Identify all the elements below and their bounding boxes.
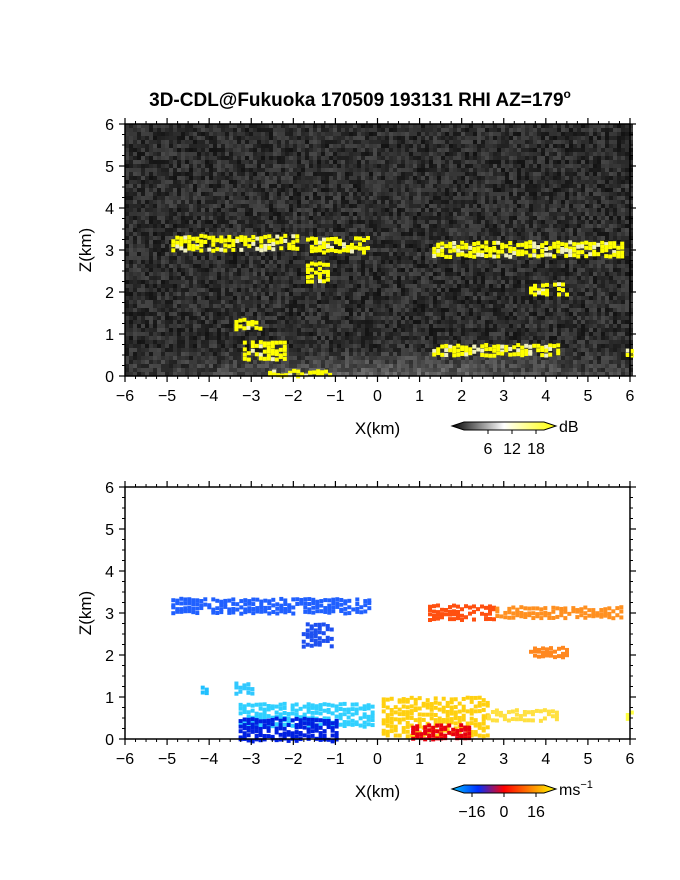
panel-1-xtick-label: −6 [116, 388, 134, 405]
echo-feature-2 [301, 622, 334, 649]
colorbar-unit: dB [559, 419, 579, 436]
panel-1-ytick-label: 0 [105, 369, 114, 386]
panel-2-ytick-label: 0 [105, 732, 114, 749]
panel-2-xtick-label: 5 [583, 751, 592, 768]
panel-2-xtick-label: 6 [626, 751, 635, 768]
panel-2-xtick-label: −3 [242, 751, 260, 768]
panel-2-ytick-label: 1 [105, 690, 114, 707]
echo-feature-4 [432, 240, 625, 260]
echo-feature-11 [486, 708, 559, 723]
panel-1-xtick-label: −5 [158, 388, 176, 405]
panel-2-xtick-label: 1 [415, 751, 424, 768]
echo-feature-6 [234, 317, 263, 332]
panel-1-ytick-label: 2 [105, 285, 114, 302]
panel-1-xtick-label: 4 [541, 388, 550, 405]
echo-feature-6 [200, 685, 209, 696]
echo-feature-12 [411, 723, 472, 742]
colorbar-tick-label: 18 [527, 441, 545, 458]
panel-1-xtick-label: −4 [200, 388, 218, 405]
colorbar-tick-label: 6 [484, 441, 493, 458]
panel-1-xtick-label: 6 [626, 388, 635, 405]
panel-1-colorbar: 6 12 18 dB [450, 419, 579, 458]
echo-feature-7 [234, 681, 255, 696]
panel-2-xtick-label: −1 [326, 751, 344, 768]
panel-2-xtick-label: −5 [158, 751, 176, 768]
echo-feature-2 [305, 236, 370, 255]
panel-2-xtick-label: 2 [457, 751, 466, 768]
panel-2-xtick-label: −6 [116, 751, 134, 768]
panel-1-xtick-label: 1 [415, 388, 424, 405]
panel-1-ytick-label: 6 [105, 117, 114, 134]
echo-feature-5 [529, 645, 569, 660]
echo-feature-5 [529, 282, 569, 297]
echo-feature-7 [242, 340, 287, 362]
panel-2-xtick-label: −4 [200, 751, 218, 768]
panel-1-xtick-label: 0 [373, 388, 382, 405]
echo-feature-8 [432, 343, 561, 358]
panel-1-xtick-label: −2 [284, 388, 302, 405]
panel-1-xtick-label: −3 [242, 388, 260, 405]
colorbar-tick-label: 0 [500, 804, 509, 821]
colorbar-tick-label: 16 [527, 804, 545, 821]
velocity-panel: −6 −5 −4 −3 −2 −1 0 1 2 3 4 5 6 0 1 2 3 4 5 6 X(km) Z(km) −16 0… [76, 480, 636, 821]
echo-feature-13 [625, 710, 634, 721]
echo-feature-1 [171, 596, 372, 616]
panel-1-ytick-label: 3 [105, 243, 114, 260]
echo-feature-3 [305, 261, 330, 284]
panel-1-xtick-label: −1 [326, 388, 344, 405]
panel-2-ylabel: Z(km) [76, 591, 95, 635]
echo-feature-10 [625, 348, 634, 358]
panel-1-ylabel: Z(km) [76, 228, 95, 272]
panel-2-colorbar: −16 0 16 ms−1 [450, 779, 593, 821]
colorbar-unit: ms−1 [559, 779, 593, 799]
panel-2-ytick-label: 3 [105, 606, 114, 623]
echo-feature-1 [171, 233, 300, 253]
panel-1-xlabel: X(km) [355, 419, 400, 438]
panel-2-xlabel: X(km) [355, 782, 400, 801]
panel-1-xtick-label: 5 [583, 388, 592, 405]
panel-1-ytick-label: 1 [105, 327, 114, 344]
echo-feature-3 [428, 603, 496, 623]
echo-feature-4 [495, 605, 624, 621]
panel-2-xtick-label: 0 [373, 751, 382, 768]
panel-1-ytick-label: 4 [105, 201, 114, 218]
figure-title: 3D-CDL@Fukuoka 170509 193131 RHI AZ=179o [149, 87, 571, 111]
panel-1-xtick-label: 3 [499, 388, 508, 405]
colorbar-tick-label: 12 [503, 441, 521, 458]
panel-2-xtick-label: 4 [541, 751, 550, 768]
panel-2-ytick-label: 4 [105, 564, 114, 581]
panel-2-xtick-label: 3 [499, 751, 508, 768]
panel-2-ytick-label: 2 [105, 648, 114, 665]
panel-2-ytick-label: 5 [105, 522, 114, 539]
panel-1-ytick-label: 5 [105, 159, 114, 176]
panel-1-xtick-label: 2 [457, 388, 466, 405]
panel-2-xtick-label: −2 [284, 751, 302, 768]
colorbar-tick-label: −16 [458, 804, 485, 821]
panel-2-ytick-label: 6 [105, 480, 114, 497]
